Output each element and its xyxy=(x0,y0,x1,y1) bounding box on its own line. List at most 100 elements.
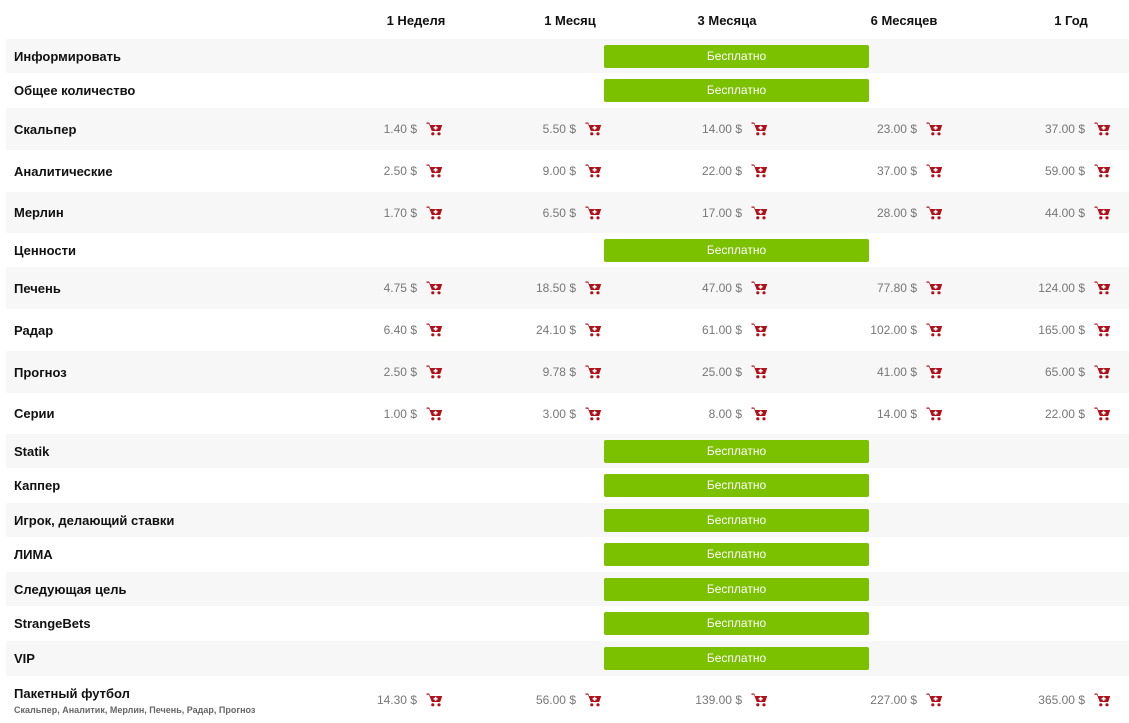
cart-add-icon[interactable] xyxy=(585,121,602,137)
free-badge: Бесплатно xyxy=(604,578,869,601)
column-header-6-months: 6 Месяцев xyxy=(870,13,938,28)
cart-add-icon[interactable] xyxy=(426,205,443,221)
price-cell-1-month: 5.50 $ xyxy=(462,121,602,137)
free-badge: Бесплатно xyxy=(604,647,869,670)
price-value: 47.00 $ xyxy=(701,281,742,295)
price-cell-3-months: 61.00 $ xyxy=(628,322,768,338)
price-value: 6.50 $ xyxy=(542,206,576,220)
product-name: VIP xyxy=(14,651,35,666)
price-value: 56.00 $ xyxy=(535,693,576,707)
table-row: Печень 4.75 $ 18.50 $ 47.00 $ 77.80 $ 124.00 … xyxy=(6,267,1129,309)
cart-add-icon[interactable] xyxy=(1094,205,1111,221)
price-value: 22.00 $ xyxy=(1044,407,1085,421)
price-cell-6-months: 37.00 $ xyxy=(803,163,943,179)
free-badge: Бесплатно xyxy=(604,79,869,102)
free-badge: Бесплатно xyxy=(604,612,869,635)
cart-add-icon[interactable] xyxy=(926,322,943,338)
cart-add-icon[interactable] xyxy=(751,205,768,221)
free-badge: Бесплатно xyxy=(604,440,869,463)
cart-add-icon[interactable] xyxy=(1094,364,1111,380)
product-name: Общее количество xyxy=(14,83,136,98)
table-row: Общее количество Бесплатно xyxy=(6,73,1129,108)
cart-add-icon[interactable] xyxy=(751,163,768,179)
table-row: Statik Бесплатно xyxy=(6,434,1129,468)
price-value: 8.00 $ xyxy=(708,407,742,421)
column-header-1-month: 1 Месяц xyxy=(544,13,596,28)
table-row: Скальпер 1.40 $ 5.50 $ 14.00 $ 23.00 $ 37.00 … xyxy=(6,108,1129,150)
price-cell-1-year: 22.00 $ xyxy=(971,406,1111,422)
column-header-1-year: 1 Год xyxy=(1054,13,1088,28)
cart-add-icon[interactable] xyxy=(585,163,602,179)
cart-add-icon[interactable] xyxy=(426,692,443,708)
cart-add-icon[interactable] xyxy=(585,205,602,221)
product-name: Печень xyxy=(14,281,61,296)
cart-add-icon[interactable] xyxy=(1094,692,1111,708)
price-cell-3-months: 8.00 $ xyxy=(628,406,768,422)
cart-add-icon[interactable] xyxy=(751,280,768,296)
cart-add-icon[interactable] xyxy=(585,322,602,338)
price-cell-1-month: 6.50 $ xyxy=(462,205,602,221)
table-row: Мерлин 1.70 $ 6.50 $ 17.00 $ 28.00 $ 44.00 $ xyxy=(6,192,1129,233)
price-value: 65.00 $ xyxy=(1044,365,1085,379)
cart-add-icon[interactable] xyxy=(426,121,443,137)
table-row: StrangeBets Бесплатно xyxy=(6,606,1129,641)
price-value: 14.00 $ xyxy=(701,122,742,136)
price-value: 124.00 $ xyxy=(1038,281,1085,295)
price-value: 1.40 $ xyxy=(383,122,417,136)
product-name: Игрок, делающий ставки xyxy=(14,513,175,528)
cart-add-icon[interactable] xyxy=(1094,163,1111,179)
price-cell-1-year: 124.00 $ xyxy=(971,280,1111,296)
price-cell-1-year: 165.00 $ xyxy=(971,322,1111,338)
price-value: 59.00 $ xyxy=(1044,164,1085,178)
cart-add-icon[interactable] xyxy=(585,692,602,708)
product-name: Аналитические xyxy=(14,164,113,179)
product-name: StrangeBets xyxy=(14,616,91,631)
cart-add-icon[interactable] xyxy=(585,280,602,296)
cart-add-icon[interactable] xyxy=(751,364,768,380)
cart-add-icon[interactable] xyxy=(1094,280,1111,296)
table-row: Информировать Бесплатно xyxy=(6,39,1129,73)
cart-add-icon[interactable] xyxy=(926,205,943,221)
cart-add-icon[interactable] xyxy=(585,364,602,380)
price-value: 14.30 $ xyxy=(376,693,417,707)
cart-add-icon[interactable] xyxy=(585,406,602,422)
cart-add-icon[interactable] xyxy=(751,692,768,708)
cart-add-icon[interactable] xyxy=(426,406,443,422)
cart-add-icon[interactable] xyxy=(426,163,443,179)
cart-add-icon[interactable] xyxy=(1094,322,1111,338)
table-row: Пакетный футбол Скальпер, Аналитик, Мерли… xyxy=(6,676,1129,723)
cart-add-icon[interactable] xyxy=(426,322,443,338)
price-cell-1-week: 1.00 $ xyxy=(303,406,443,422)
price-cell-3-months: 25.00 $ xyxy=(628,364,768,380)
cart-add-icon[interactable] xyxy=(926,121,943,137)
price-cell-1-month: 18.50 $ xyxy=(462,280,602,296)
price-cell-3-months: 47.00 $ xyxy=(628,280,768,296)
cart-add-icon[interactable] xyxy=(751,121,768,137)
cart-add-icon[interactable] xyxy=(426,280,443,296)
cart-add-icon[interactable] xyxy=(751,406,768,422)
cart-add-icon[interactable] xyxy=(1094,406,1111,422)
table-header: 1 Неделя 1 Месяц 3 Месяца 6 Месяцев 1 Го… xyxy=(0,0,1129,39)
price-cell-6-months: 28.00 $ xyxy=(803,205,943,221)
price-value: 9.00 $ xyxy=(542,164,576,178)
cart-add-icon[interactable] xyxy=(426,364,443,380)
cart-add-icon[interactable] xyxy=(751,322,768,338)
free-badge: Бесплатно xyxy=(604,543,869,566)
product-name: Серии xyxy=(14,406,55,421)
table-row: Каппер Бесплатно xyxy=(6,468,1129,503)
price-value: 102.00 $ xyxy=(870,323,917,337)
price-cell-1-year: 59.00 $ xyxy=(971,163,1111,179)
cart-add-icon[interactable] xyxy=(1094,121,1111,137)
cart-add-icon[interactable] xyxy=(926,163,943,179)
cart-add-icon[interactable] xyxy=(926,280,943,296)
price-value: 1.00 $ xyxy=(383,407,417,421)
price-value: 24.10 $ xyxy=(535,323,576,337)
product-name: Каппер xyxy=(14,478,61,493)
product-name: Информировать xyxy=(14,49,122,64)
price-cell-1-year: 65.00 $ xyxy=(971,364,1111,380)
cart-add-icon[interactable] xyxy=(926,406,943,422)
column-header-1-week: 1 Неделя xyxy=(386,13,446,28)
cart-add-icon[interactable] xyxy=(926,692,943,708)
cart-add-icon[interactable] xyxy=(926,364,943,380)
price-cell-1-week: 1.40 $ xyxy=(303,121,443,137)
